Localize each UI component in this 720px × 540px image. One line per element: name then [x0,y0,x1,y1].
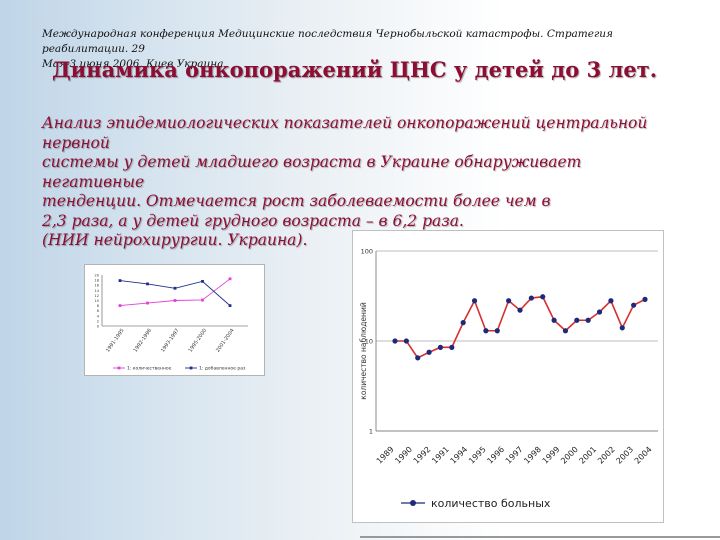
body-line-3: тенденции. Отмечается рост заболеваемост… [42,192,551,210]
small-series-point [146,301,149,305]
small-x-tick-label: 1992-1996 [133,328,154,354]
data-point [449,344,455,350]
small-legend-label-1: 1: количественное [127,366,172,372]
small-x-tick-label: 1991-1995 [105,328,126,354]
small-y-tick-label: 16 [95,284,99,288]
small-series-point [201,298,204,302]
data-point [631,302,637,308]
small-legend-marker-1 [117,366,121,370]
x-tick-label: 2004 [633,445,654,466]
x-tick-label: 1995 [467,445,488,466]
small-x-tick-label: 1993-1997 [160,328,181,354]
data-point [494,328,500,334]
x-tick-label: 1992 [412,445,433,466]
small-series-point [118,279,122,283]
small-x-tick-label: 1995-2000 [188,328,209,354]
x-tick-label: 2001 [578,445,599,466]
small-legend-label-2: 1: добавленное раз [199,366,246,372]
slide-title: Динамика онкопоражений ЦНС у детей до 3 … [52,57,658,82]
data-point [471,298,478,304]
small-series-point [146,282,149,286]
data-point [642,296,648,302]
x-tick-label: 1994 [449,445,470,466]
data-point [483,328,489,334]
data-point [392,338,398,344]
data-point [528,295,534,301]
small-y-tick-label: 8 [97,304,99,308]
small-series-point [228,304,232,307]
y-axis-label: количество наблюдений [359,302,368,400]
data-point [506,298,512,304]
small-y-tick-label: 18 [95,279,99,283]
small-x-tick-label: 2001-2004 [215,328,236,354]
small-y-tick-label: 10 [95,299,99,303]
x-tick-label: 2000 [559,445,580,466]
legend-label: количество больных [431,497,551,510]
small-line-chart: 0 2 4 6 8 10 12 14 16 18 20 1991-1995 1992-1996 1993-… [84,264,265,376]
footer-divider [360,536,720,538]
body-line-5: (НИИ нейрохирургии. Украина). [42,231,308,249]
x-tick-label: 2002 [596,445,617,466]
data-point [596,309,603,315]
x-tick-label: 1989 [375,445,396,466]
incidence-line-chart: 100 10 1 количество наблюдений 1989 1990 1992 1… [352,230,664,523]
small-series-point [173,286,177,290]
small-y-tick-label: 6 [97,309,99,313]
x-tick-label: 1999 [541,445,562,466]
y-tick-label: 1 [369,428,373,436]
legend-marker [410,500,416,506]
small-y-tick-label: 4 [97,314,100,318]
data-point [415,355,421,361]
x-tick-label: 1996 [485,445,506,466]
data-point [460,320,466,326]
conference-header: Международная конференция Медицинские по… [42,27,692,72]
body-paragraph: Анализ эпидемиологических показателей он… [42,114,672,251]
data-point [403,338,409,344]
header-line-1: Международная конференция Медицинские по… [42,28,613,55]
y-tick-label: 100 [361,248,373,256]
small-y-tick-label: 2 [97,319,99,323]
small-y-tick-label: 0 [97,325,99,329]
header-line-2: Мая-3 июня 2006. Киев Украина [42,58,224,70]
data-point [437,344,444,350]
small-series-point [118,304,122,307]
small-series-point [201,279,204,283]
data-point [540,294,546,300]
x-tick-label: 1991 [430,445,451,466]
x-tick-label: 1998 [522,445,543,466]
small-y-tick-label: 20 [95,274,99,278]
data-point [551,317,557,323]
data-point [608,298,614,304]
data-point [619,325,625,331]
small-series-point [228,277,232,281]
data-point [517,307,523,313]
small-y-tick-label: 14 [95,289,100,293]
series-line [395,295,646,359]
x-tick-label: 1997 [504,445,525,466]
body-line-4: 2,3 раза, а у детей грудного возраста – … [42,211,464,230]
data-point [562,328,569,334]
x-tick-label: 2003 [614,445,635,466]
y-tick-label: 10 [365,338,373,346]
data-point [585,317,591,323]
body-line-2: системы у детей младшего возраста в Укра… [42,153,582,191]
small-legend-marker-2 [189,366,193,370]
small-series-point [173,299,177,302]
data-point [574,317,580,323]
data-point [426,349,432,355]
body-line-1: Анализ эпидемиологических показателей он… [42,114,648,152]
x-tick-label: 1990 [393,445,414,466]
small-y-tick-label: 12 [95,294,99,298]
